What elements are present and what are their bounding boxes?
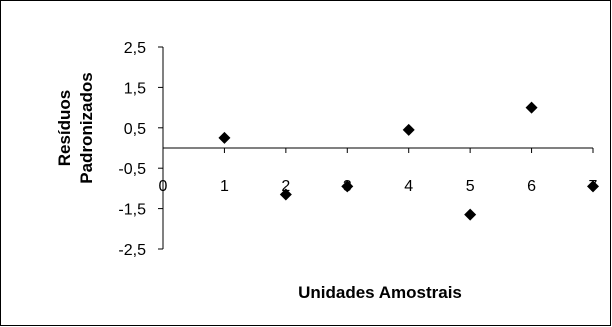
y-axis-title-line-1: Resíduos — [55, 90, 74, 167]
y-tick-label: 2,5 — [124, 40, 146, 57]
data-point — [587, 180, 599, 193]
y-axis-title: Resíduos Padronizados — [55, 72, 96, 183]
y-tick-label: -1,5 — [118, 202, 146, 219]
x-tick-label: 0 — [159, 178, 168, 195]
x-tick-label: 6 — [527, 178, 536, 195]
y-axis-title-line-2: Padronizados — [77, 72, 96, 183]
x-tick-label: 5 — [466, 178, 475, 195]
axes — [158, 46, 594, 250]
data-point — [218, 131, 231, 144]
data-point — [464, 208, 477, 221]
y-tick-label: 0,5 — [124, 121, 146, 138]
data-points — [218, 101, 599, 221]
x-tick-label: 1 — [220, 178, 229, 195]
x-tick-label: 2 — [281, 178, 290, 195]
y-tick-label: -0,5 — [118, 161, 146, 178]
data-point — [341, 180, 354, 193]
y-tick-label: 1,5 — [124, 80, 146, 97]
y-tick-label: -2,5 — [118, 242, 146, 259]
x-tick-label: 4 — [404, 178, 413, 195]
data-point — [525, 101, 538, 114]
data-point — [279, 188, 292, 201]
x-axis-title: Unidades Amostrais — [298, 283, 462, 302]
data-point — [402, 123, 415, 136]
tick-labels: 2,51,50,5-0,5-1,5-2,501234567 — [118, 40, 597, 259]
